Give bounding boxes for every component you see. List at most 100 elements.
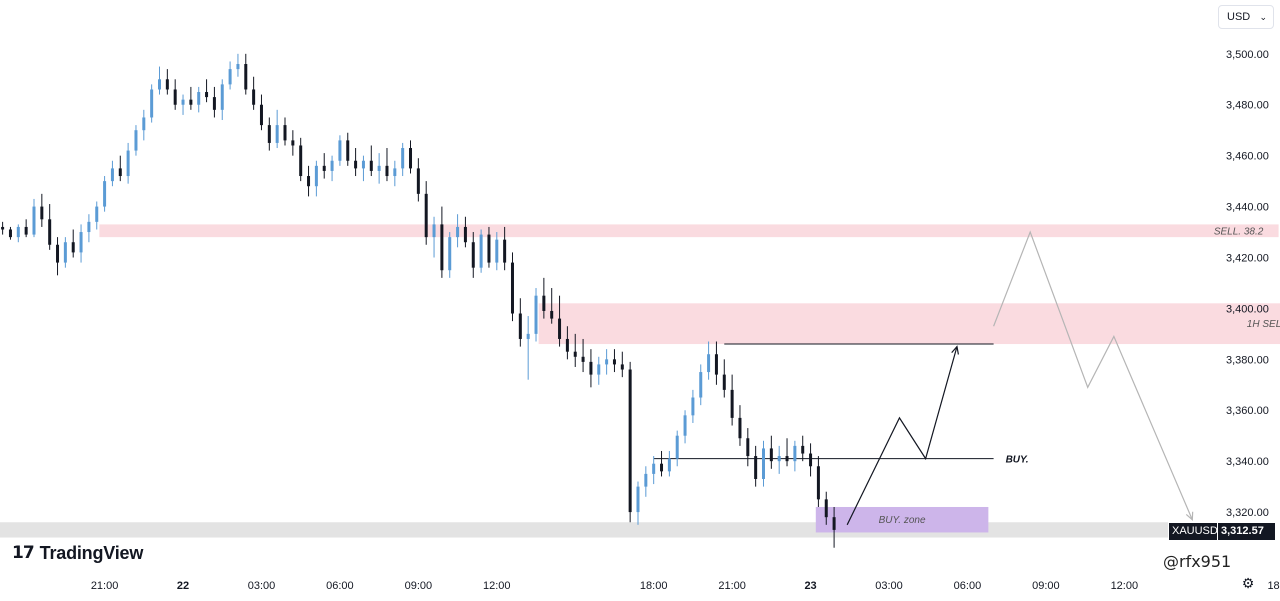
y-tick-label: 3,420.00 <box>1226 252 1269 264</box>
candle-body <box>181 99 185 105</box>
gear-icon[interactable]: ⚙ <box>1241 576 1255 592</box>
candle-body <box>518 313 522 339</box>
candle-body <box>259 104 263 126</box>
bearish-projection-arrow-arrowhead <box>1185 511 1194 521</box>
buy-zone <box>815 506 989 533</box>
candle-body <box>24 226 28 235</box>
tradingview-logo: 17 TradingView <box>12 541 143 565</box>
candle-body <box>644 473 648 487</box>
candle-body <box>746 438 750 457</box>
symbol-label: XAUUSD <box>1169 523 1218 540</box>
candle-body <box>636 486 640 513</box>
candle-body <box>769 448 773 462</box>
candle-body <box>832 517 836 530</box>
candle-body <box>338 140 342 161</box>
candle-body <box>385 165 389 177</box>
candle-body <box>660 463 664 472</box>
x-tick-label: 22 <box>177 580 189 592</box>
candle-body <box>291 140 295 146</box>
candle-body <box>307 176 311 187</box>
y-tick-label: 3,480.00 <box>1226 100 1269 112</box>
candle-body <box>8 229 12 238</box>
x-tick-label: 18:00 <box>1267 580 1280 592</box>
candle-body <box>683 415 687 436</box>
candle-body <box>197 92 201 105</box>
candle-body <box>816 466 820 500</box>
candle-body <box>134 130 138 151</box>
y-tick-label: 3,340.00 <box>1226 456 1269 468</box>
candle-body <box>785 456 789 462</box>
candle-body <box>103 181 107 207</box>
candle-body <box>440 224 444 271</box>
x-tick-label: 09:00 <box>405 580 433 592</box>
candle-body <box>707 354 711 373</box>
sell-38-2-zone <box>99 224 1279 238</box>
candle-body <box>691 397 695 416</box>
candle-body <box>714 354 718 375</box>
x-tick-label: 09:00 <box>1032 580 1060 592</box>
candle-body <box>244 64 248 90</box>
candle-body <box>361 160 365 169</box>
candle-body <box>110 168 114 182</box>
candle-body <box>722 374 726 390</box>
candle-body <box>809 453 813 467</box>
candle-body <box>597 364 601 375</box>
watermark: @rfx951 <box>1163 552 1232 571</box>
sell-38-2-zone-label: SELL. 38.2 <box>1214 226 1264 237</box>
candle-body <box>612 359 616 365</box>
y-tick-label: 3,400.00 <box>1226 303 1269 315</box>
candle-body <box>620 364 624 370</box>
candle-body <box>510 262 514 314</box>
candle-body <box>48 219 52 245</box>
x-tick-label: 21:00 <box>91 580 119 592</box>
candle-body <box>1 226 5 230</box>
candle-body <box>761 448 765 479</box>
candle-body <box>205 92 209 98</box>
candle-body <box>299 145 303 177</box>
candle-body <box>16 226 20 238</box>
candle-body <box>526 333 530 339</box>
candle-body <box>793 445 797 462</box>
sell-1h-zone-label: 1H SELL. zone <box>1247 319 1280 330</box>
candle-body <box>71 242 75 253</box>
candle-body <box>220 84 224 110</box>
candle-body <box>56 244 60 263</box>
candle-body <box>565 338 569 352</box>
y-tick-label: 3,500.00 <box>1226 49 1269 61</box>
candle-body <box>150 89 154 118</box>
chevron-down-icon: ⌄ <box>1259 12 1267 22</box>
candle-body <box>236 64 240 70</box>
candle-body <box>369 160 373 171</box>
bullish-projection-arrow <box>846 346 958 526</box>
candle-body <box>471 242 475 268</box>
candle-body <box>212 97 216 110</box>
brand-name: TradingView <box>39 542 144 563</box>
candle-body <box>228 69 232 85</box>
candle-body <box>79 232 83 253</box>
candle-body <box>142 117 146 131</box>
candle-body <box>754 456 758 479</box>
candle-body <box>448 237 452 271</box>
candle-body <box>667 458 671 472</box>
candle-body <box>542 295 546 311</box>
bullish-projection-arrow-arrowhead <box>951 345 959 355</box>
candle-body <box>126 150 130 177</box>
candle-body <box>330 160 334 171</box>
currency-selector[interactable]: USD ⌄ <box>1218 5 1274 29</box>
candle-body <box>730 389 734 418</box>
candle-body <box>456 226 460 238</box>
candle-body <box>354 160 358 169</box>
candle-body <box>314 165 318 187</box>
x-tick-label: 03:00 <box>248 580 276 592</box>
candle-body <box>267 125 271 143</box>
buy-zone-label: BUY. zone <box>879 515 926 526</box>
x-tick-label: 21:00 <box>718 580 746 592</box>
bearish-projection-arrow <box>993 230 1193 520</box>
candle-body <box>824 499 828 518</box>
candle-body <box>550 310 554 319</box>
candle-body <box>63 242 67 263</box>
x-tick-label: 18:00 <box>640 580 668 592</box>
current-price-band <box>0 522 1168 538</box>
candle-body <box>699 372 703 398</box>
